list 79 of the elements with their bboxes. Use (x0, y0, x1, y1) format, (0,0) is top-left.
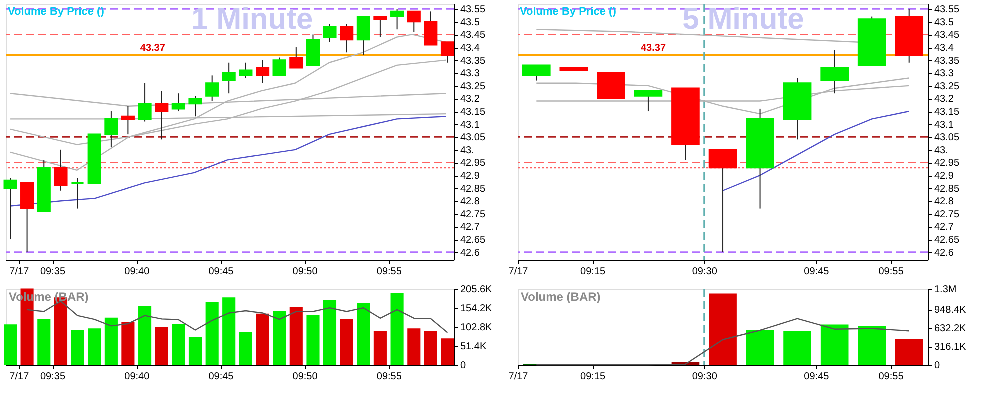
y-tick-label: 43.5 (934, 17, 954, 28)
x-tick-label: 7/17 (10, 266, 30, 278)
x-tick-label: 7/17 (508, 372, 529, 382)
y-tick-label: 0 (934, 360, 940, 372)
y-tick-label: 42.9 (460, 171, 480, 182)
y-tick-label: 43.4 (460, 43, 480, 54)
x-tick-label: 09:45 (208, 372, 234, 382)
x-tick-label: 09:50 (292, 372, 318, 382)
y-tick-label: 43.55 (934, 4, 960, 16)
y-tick-label: 43.45 (460, 30, 486, 42)
x-tick-label: 09:50 (292, 266, 318, 278)
y-tick-label: 43.2 (460, 94, 480, 106)
y-tick-label: 43.2 (934, 94, 954, 106)
y-tick-label: 42.65 (460, 235, 486, 246)
y-tick-label: 43.1 (934, 120, 954, 131)
y-tick-label: 43.35 (934, 56, 960, 67)
y-tick-label: 42.95 (934, 158, 960, 170)
chart-title: Volume (BAR) (521, 290, 601, 304)
y-tick-label: 42.75 (460, 209, 486, 220)
y-tick-label: 42.75 (934, 209, 960, 220)
y-tick-label: 42.6 (934, 248, 954, 259)
y-tick-label: 43.3 (460, 68, 480, 80)
chart-title: 1 Minute (192, 3, 314, 36)
y-tick-label: 205.6K (460, 284, 493, 296)
x-tick-label: 09:35 (40, 372, 66, 382)
x-tick-label: 7/17 (508, 266, 529, 278)
x-tick-label: 09:55 (376, 266, 402, 278)
y-tick-label: 43. (934, 145, 948, 156)
ref-line-label: 43.37 (140, 43, 166, 54)
ref-line-label: 43.37 (641, 43, 666, 54)
x-tick-label: 09:45 (208, 266, 234, 278)
y-tick-label: 43.4 (934, 43, 954, 54)
y-tick-label: 42.7 (460, 222, 480, 234)
y-tick-label: 43.15 (934, 107, 960, 118)
y-tick-label: 43.35 (460, 56, 486, 67)
y-tick-label: 42.65 (934, 235, 960, 246)
y-tick-label: 42.6 (460, 248, 480, 259)
x-tick-label: 09:45 (804, 372, 830, 382)
y-tick-label: 43. (460, 145, 474, 156)
y-tick-label: 42.85 (934, 184, 960, 195)
x-tick-label: 09:55 (878, 372, 904, 382)
x-tick-label: 09:40 (124, 266, 150, 278)
x-tick-label: 09:35 (40, 266, 66, 278)
x-tick-label: 09:30 (692, 372, 718, 382)
x-tick-label: 09:55 (376, 372, 402, 382)
x-tick-label: 09:15 (580, 372, 606, 382)
y-tick-label: 154.2K (460, 304, 493, 314)
y-tick-label: 43.05 (460, 132, 486, 144)
y-tick-label: 43.15 (460, 107, 486, 118)
annotation: Volume By Price () (8, 6, 105, 18)
y-tick-label: 0 (460, 360, 466, 372)
y-tick-label: 43.25 (460, 81, 486, 92)
y-tick-label: 42.9 (934, 171, 954, 182)
y-tick-label: 42.85 (460, 184, 486, 195)
y-tick-label: 948.4K (934, 305, 967, 316)
y-tick-label: 43.55 (460, 4, 486, 16)
y-tick-label: 43.45 (934, 30, 960, 42)
y-tick-label: 42.7 (934, 222, 954, 234)
y-tick-label: 42.8 (934, 196, 954, 208)
x-tick-label: 7/17 (10, 372, 30, 382)
y-tick-label: 316.1K (934, 342, 967, 354)
y-tick-label: 43.1 (460, 120, 480, 131)
y-tick-label: 43.5 (460, 17, 480, 28)
y-tick-label: 43.3 (934, 68, 954, 80)
chart-title: 5 Minute (682, 3, 804, 36)
y-tick-label: 43.05 (934, 132, 960, 144)
y-tick-label: 102.8K (460, 322, 493, 334)
x-tick-label: 09:40 (124, 372, 150, 382)
y-tick-label: 51.4K (460, 342, 487, 352)
x-tick-label: 09:45 (804, 266, 830, 278)
y-tick-label: 632.2K (934, 324, 967, 335)
y-tick-label: 1.3M (934, 284, 957, 296)
y-tick-label: 43.25 (934, 81, 960, 92)
x-tick-label: 09:55 (878, 266, 904, 278)
x-tick-label: 09:30 (692, 266, 718, 278)
y-tick-label: 42.95 (460, 158, 486, 170)
annotation: Volume By Price () (520, 6, 617, 18)
x-tick-label: 09:15 (580, 266, 606, 278)
y-tick-label: 42.8 (460, 196, 480, 208)
